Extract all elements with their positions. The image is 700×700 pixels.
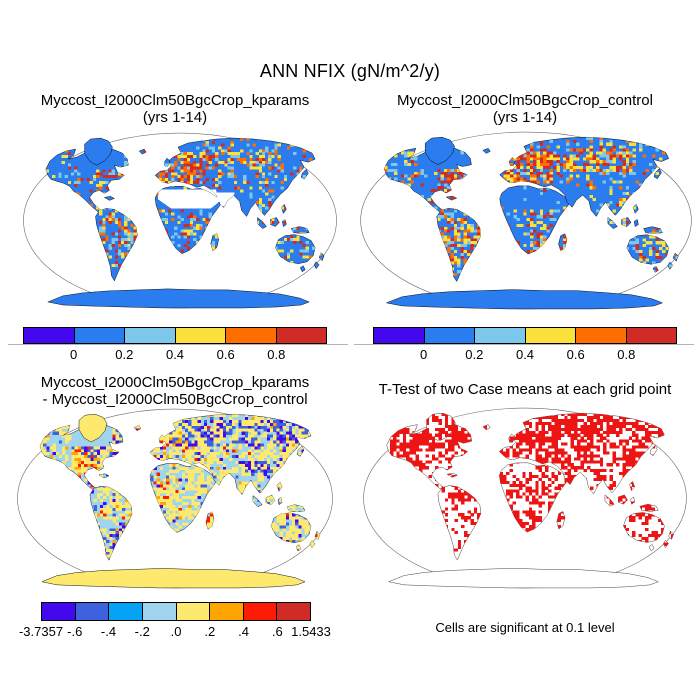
- colorbar-tick-label: 0.4: [165, 347, 185, 362]
- colorbar-tick-label: -.2: [134, 624, 150, 639]
- colorbar-difference: [41, 602, 311, 621]
- colorbar-tick-label: 0.2: [465, 347, 484, 362]
- panel-title-kparams-line1: Myccost_I2000Clm50BgcCrop_kparams: [40, 92, 310, 109]
- colorbar-segment: [575, 327, 627, 344]
- colorbar-baseline-right: [354, 344, 694, 345]
- colorbar-tick-label: 0: [420, 347, 428, 362]
- colorbar-tick-label: -.4: [100, 624, 117, 639]
- colorbar-tick-label: .6: [271, 624, 283, 639]
- map-difference: [17, 408, 333, 589]
- colorbar-segment: [524, 327, 576, 344]
- map-kparams: [23, 132, 337, 309]
- colorbar-segment: [23, 327, 75, 344]
- colorbar-segment: [625, 327, 677, 344]
- colorbar-segment: [276, 602, 311, 621]
- colorbar-tick-label: 0.2: [115, 347, 134, 362]
- colorbar-segment: [275, 327, 327, 344]
- colorbar-tick-label: 0.4: [515, 347, 535, 362]
- map-control: [360, 131, 692, 310]
- colorbar-tick-label: .0: [170, 624, 182, 639]
- colorbar-tick-label: 0.8: [617, 347, 636, 362]
- colorbar-segment: [242, 602, 278, 621]
- colorbar-tick-label: 0: [70, 347, 78, 362]
- colorbar-segment: [141, 602, 177, 621]
- colorbar-segment: [474, 327, 526, 344]
- colorbar-segment: [225, 327, 277, 344]
- colorbar-segment: [73, 327, 125, 344]
- colorbar-segment: [74, 602, 110, 621]
- colorbar-tick-label: .4: [238, 624, 249, 639]
- colorbar-control: [373, 327, 677, 344]
- colorbar-segment: [124, 327, 176, 344]
- colorbar-tick-label: .2: [204, 624, 216, 639]
- panel-title-control-line2: (yrs 1-14): [492, 109, 558, 126]
- colorbar-segment: [209, 602, 244, 621]
- colorbar-segment: [108, 602, 143, 621]
- colorbar-kparams-labels: 0 0.2 0.4 0.6 0.8: [23, 347, 327, 363]
- colorbar-control-labels: 0 0.2 0.4 0.6 0.8: [373, 347, 677, 363]
- panel-title-control-line1: Myccost_I2000Clm50BgcCrop_control: [397, 92, 653, 109]
- colorbar-tick-label: -.6: [67, 624, 83, 639]
- colorbar-segment: [175, 602, 211, 621]
- panel-title-difference-line1: Myccost_I2000Clm50BgcCrop_kparams: [40, 374, 310, 391]
- map-ttest-significance: [363, 407, 687, 589]
- panel-title-kparams: Myccost_I2000Clm50BgcCrop_kparams (yrs 1…: [0, 92, 350, 126]
- panel-title-difference: Myccost_I2000Clm50BgcCrop_kparams - Mycc…: [0, 374, 350, 408]
- colorbar-segment: [373, 327, 425, 344]
- panel-title-kparams-line2: (yrs 1-14): [142, 109, 208, 126]
- figure-title: ANN NFIX (gN/m^2/y): [259, 61, 441, 81]
- colorbar-baseline-left: [8, 344, 348, 345]
- colorbar-segment: [423, 327, 475, 344]
- colorbar-segment: [41, 602, 76, 621]
- colorbar-segment: [174, 327, 226, 344]
- colorbar-tick-label: 0.6: [566, 347, 585, 362]
- panel-title-control: Myccost_I2000Clm50BgcCrop_control (yrs 1…: [350, 92, 700, 126]
- colorbar-kparams: [23, 327, 327, 344]
- panel-title-ttest: T-Test of two Case means at each grid po…: [378, 381, 672, 398]
- colorbar-tick-label: 0.8: [267, 347, 286, 362]
- colorbar-tick-label: 1.5433: [291, 624, 331, 639]
- colorbar-tick-label: 0.6: [216, 347, 235, 362]
- ttest-caption: Cells are significant at 0.1 level: [435, 620, 615, 635]
- colorbar-tick-label: -3.7357: [18, 624, 64, 639]
- colorbar-difference-labels: -3.7357 -.6 -.4 -.2 .0 .2 .4 .6 1.5433: [19, 624, 331, 640]
- panel-title-difference-line2: - Myccost_I2000Clm50BgcCrop_control: [42, 391, 308, 408]
